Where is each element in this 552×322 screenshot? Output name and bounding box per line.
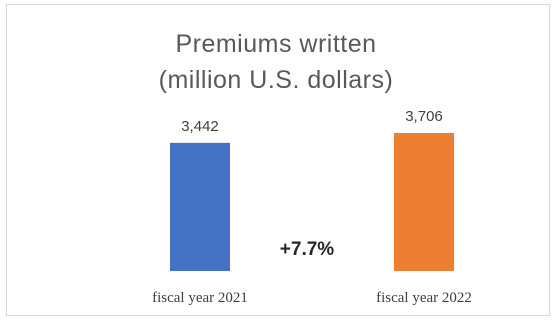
bar-1 — [170, 142, 230, 271]
category-label-1: fiscal year 2021 — [152, 290, 248, 306]
chart-frame — [6, 4, 550, 316]
chart-title-line-2: (million U.S. dollars) — [158, 66, 394, 94]
chart-title: Premiums written (million U.S. dollars) — [0, 26, 552, 98]
data-label-1: 3,442 — [181, 118, 219, 135]
bar-2 — [394, 133, 454, 271]
category-label-2: fiscal year 2022 — [376, 290, 472, 306]
data-label-2: 3,706 — [405, 108, 443, 125]
growth-annotation: +7.7% — [280, 239, 335, 260]
chart-title-line-1: Premiums written — [175, 30, 377, 58]
